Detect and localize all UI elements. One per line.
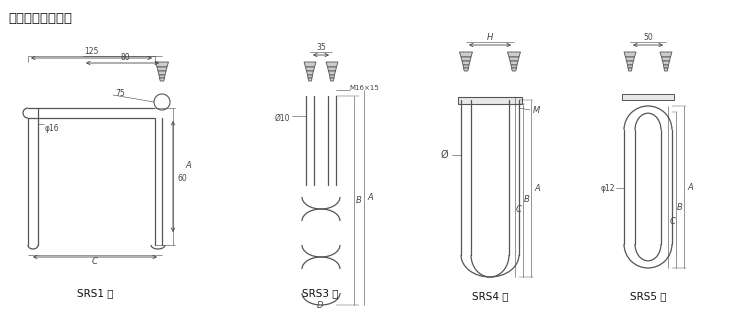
Text: A: A	[185, 161, 191, 170]
Text: C: C	[670, 218, 676, 227]
Text: 75: 75	[115, 89, 125, 98]
Polygon shape	[160, 78, 165, 81]
Polygon shape	[626, 61, 634, 65]
Polygon shape	[508, 52, 520, 57]
Polygon shape	[159, 75, 165, 78]
Polygon shape	[308, 78, 312, 81]
Polygon shape	[511, 65, 517, 68]
Text: M: M	[532, 106, 539, 115]
Polygon shape	[326, 62, 338, 67]
Text: 125: 125	[84, 46, 98, 55]
Text: B: B	[524, 196, 530, 204]
Polygon shape	[306, 67, 315, 71]
Polygon shape	[304, 62, 316, 67]
Polygon shape	[459, 52, 473, 57]
Bar	[622, 94, 674, 100]
Polygon shape	[663, 61, 669, 65]
Text: Ø10: Ø10	[275, 114, 289, 123]
Polygon shape	[327, 67, 337, 71]
Text: Ø: Ø	[440, 150, 448, 160]
Text: 35: 35	[316, 43, 326, 52]
Polygon shape	[660, 52, 672, 57]
Text: B: B	[677, 203, 683, 212]
Text: A: A	[687, 182, 693, 191]
Polygon shape	[624, 52, 636, 57]
Text: M16×15: M16×15	[349, 85, 379, 91]
Polygon shape	[509, 57, 519, 61]
Polygon shape	[626, 57, 634, 61]
Polygon shape	[664, 68, 668, 71]
Text: A: A	[367, 193, 373, 202]
Polygon shape	[329, 71, 335, 75]
Text: B: B	[356, 196, 362, 205]
Text: SRS5 型: SRS5 型	[630, 291, 666, 301]
Polygon shape	[663, 65, 669, 68]
Polygon shape	[464, 68, 468, 71]
Polygon shape	[462, 61, 470, 65]
Polygon shape	[307, 75, 312, 78]
Polygon shape	[463, 65, 469, 68]
Polygon shape	[511, 68, 516, 71]
Text: A: A	[534, 183, 540, 193]
Polygon shape	[158, 71, 166, 75]
Text: SRS3 型: SRS3 型	[302, 288, 338, 298]
Text: SRS1 型: SRS1 型	[76, 288, 114, 298]
Text: SRS4 型: SRS4 型	[472, 291, 508, 301]
Text: 80: 80	[120, 52, 130, 61]
Polygon shape	[157, 67, 167, 71]
Text: H: H	[487, 33, 493, 42]
Bar	[458, 97, 522, 104]
Polygon shape	[628, 65, 632, 68]
Text: 50: 50	[643, 33, 653, 42]
Text: C: C	[516, 205, 522, 214]
Polygon shape	[329, 75, 335, 78]
Text: 外形及安装尺寸图: 外形及安装尺寸图	[8, 12, 72, 25]
Polygon shape	[628, 68, 632, 71]
Polygon shape	[662, 57, 671, 61]
Text: φ12: φ12	[601, 183, 615, 193]
Polygon shape	[306, 71, 314, 75]
Text: D: D	[317, 300, 324, 309]
Text: φ16: φ16	[45, 124, 59, 132]
Polygon shape	[330, 78, 334, 81]
Polygon shape	[461, 57, 471, 61]
Polygon shape	[510, 61, 518, 65]
Text: 60: 60	[177, 173, 187, 182]
Polygon shape	[156, 62, 168, 67]
Text: C: C	[92, 258, 98, 267]
